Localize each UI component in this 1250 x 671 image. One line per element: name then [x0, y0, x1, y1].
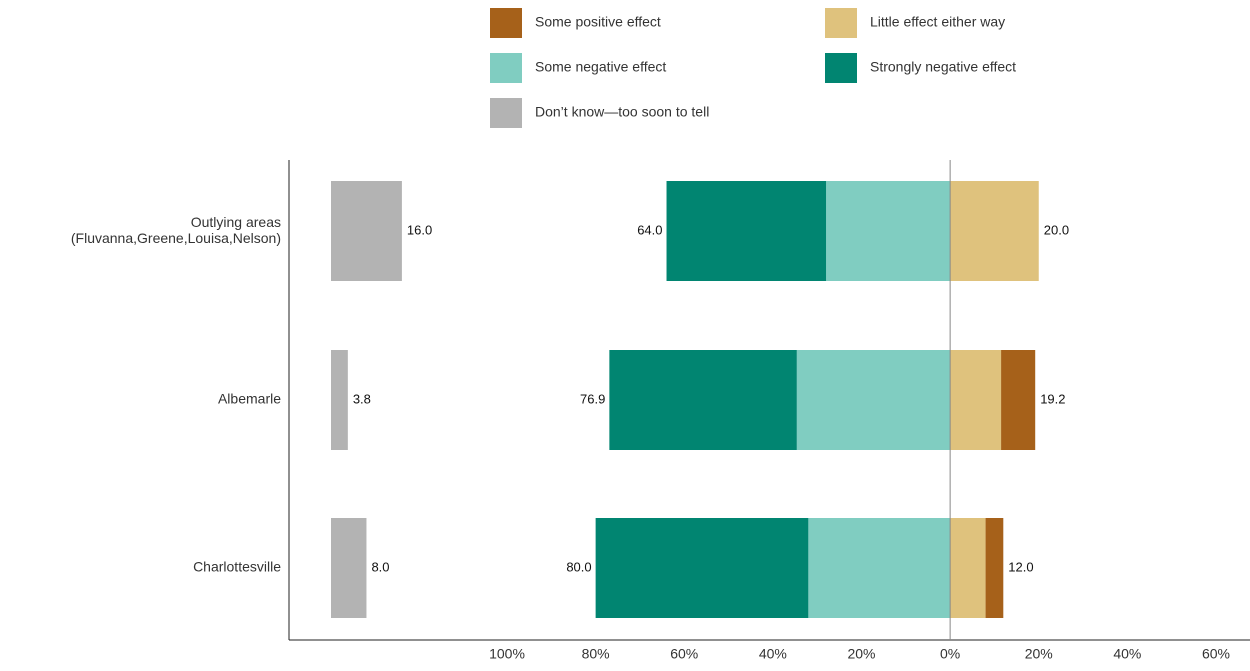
- x-tick-label: 60%: [670, 646, 698, 662]
- x-tick-label: 80%: [582, 646, 610, 662]
- bar-segment: [826, 181, 951, 281]
- value-label: 12.0: [1008, 559, 1033, 574]
- x-tick-label: 0%: [940, 646, 960, 662]
- x-tick-label: 40%: [1113, 646, 1141, 662]
- legend-label: Strongly negative effect: [870, 59, 1016, 75]
- bar-segment: [950, 350, 1002, 450]
- bar-segment: [331, 518, 367, 618]
- legend-label: Little effect either way: [870, 14, 1005, 30]
- legend-swatch: [825, 8, 857, 38]
- legend-swatch: [490, 8, 522, 38]
- category-label: Outlying areas (Fluvanna,Greene,Louisa,Ne…: [71, 214, 281, 246]
- legend-swatch: [825, 53, 857, 83]
- value-label: 80.0: [566, 559, 591, 574]
- legend-swatch: [490, 53, 522, 83]
- legend-label: Some negative effect: [535, 59, 666, 75]
- bar-segment: [609, 350, 797, 450]
- value-label: 8.0: [371, 559, 389, 574]
- value-label: 20.0: [1044, 222, 1069, 237]
- bar-segment: [331, 350, 348, 450]
- x-tick-label: 40%: [759, 646, 787, 662]
- x-tick-label: 60%: [1202, 646, 1230, 662]
- value-label: 64.0: [637, 222, 662, 237]
- category-label: Albemarle: [218, 391, 281, 407]
- bar-segment: [1001, 350, 1036, 450]
- bar-segment: [985, 518, 1004, 618]
- bar-segment: [666, 181, 827, 281]
- bar-segment: [331, 181, 402, 281]
- value-label: 16.0: [407, 222, 432, 237]
- bar-segment: [950, 518, 986, 618]
- x-tick-label: 100%: [489, 646, 525, 662]
- legend-label: Some positive effect: [535, 14, 661, 30]
- bar-segment: [796, 350, 951, 450]
- value-label: 19.2: [1040, 391, 1065, 406]
- value-label: 3.8: [353, 391, 371, 406]
- legend-swatch: [490, 98, 522, 128]
- x-tick-label: 20%: [1025, 646, 1053, 662]
- bar-segment: [950, 181, 1039, 281]
- legend-label: Don’t know—too soon to tell: [535, 104, 709, 120]
- value-label: 76.9: [580, 391, 605, 406]
- category-label: Charlottesville: [193, 559, 281, 575]
- bar-segment: [808, 518, 951, 618]
- x-tick-label: 20%: [847, 646, 875, 662]
- bar-segment: [595, 518, 809, 618]
